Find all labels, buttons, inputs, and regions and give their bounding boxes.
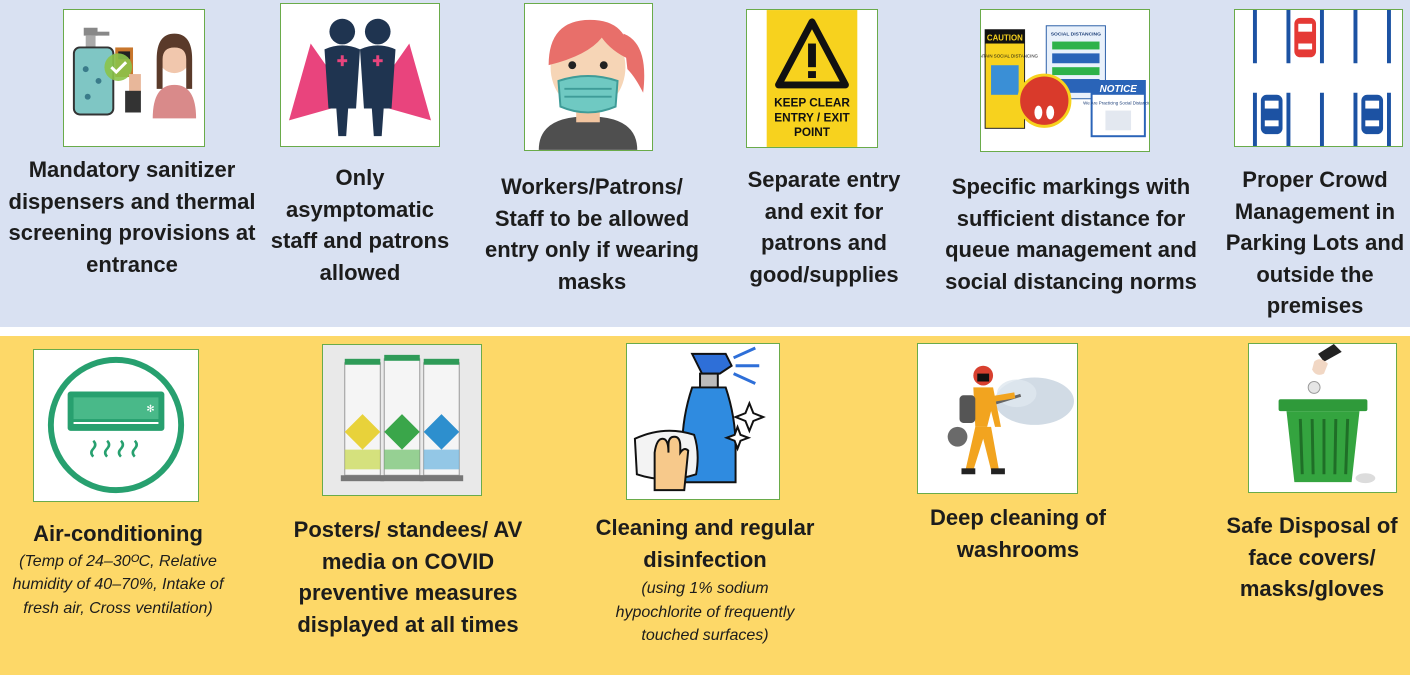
air-conditioner-icon: ✻: [33, 349, 199, 502]
caption-cleaning-note: (using 1% sodium hypochlorite of frequen…: [615, 580, 795, 644]
caption-crowd: Proper Crowd Management in Parking Lots …: [1225, 167, 1405, 318]
sign-social-title: SOCIAL DISTANCING: [1051, 32, 1101, 38]
caption-entry-exit: Separate entry and exit for patrons and …: [747, 167, 901, 287]
caption-cleaning-title: Cleaning and regular disinfection: [595, 515, 815, 572]
distancing-signs-icon: CAUTION MAINTAIN SOCIAL DISTANCING SOCIA…: [980, 9, 1150, 152]
caption-posters: Posters/ standees/ AV media on COVID pre…: [293, 517, 523, 637]
sanitizer-thermometer-icon: [63, 9, 205, 147]
sign-caution: CAUTION: [987, 34, 1023, 43]
caption-masks: Workers/Patrons/ Staff to be allowed ent…: [485, 174, 699, 294]
caption-cleaning: Cleaning and regular disinfection (using…: [584, 512, 826, 648]
caption-air-conditioning: Air-conditioning (Temp of 24–30ᴼC, Relat…: [0, 518, 236, 620]
svg-text:✻: ✻: [146, 404, 154, 415]
masked-person-icon: [524, 3, 653, 151]
sign-notice: NOTICE: [1100, 84, 1138, 95]
sign-text-1: KEEP CLEAR: [774, 96, 850, 110]
spray-cleaning-icon: [626, 343, 780, 500]
caption-air-conditioning-note: (Temp of 24–30ᴼC, Relative humidity of 4…: [12, 552, 224, 617]
healthcare-heroes-icon: [280, 3, 440, 147]
caption-sanitizer: Mandatory sanitizer dispensers and therm…: [8, 157, 256, 277]
standees-icon: [322, 344, 482, 496]
sign-text-2: ENTRY / EXIT: [774, 110, 850, 124]
caption-washrooms: Deep cleaning of washrooms: [929, 505, 1107, 562]
caption-markings: Specific markings with sufficient distan…: [945, 174, 1197, 294]
sign-text-3: POINT: [794, 125, 831, 139]
sign-maintain: MAINTAIN SOCIAL DISTANCING: [981, 53, 1039, 58]
disinfection-worker-icon: [917, 343, 1078, 494]
parking-lot-icon: [1234, 9, 1403, 147]
caption-air-conditioning-title: Air-conditioning: [33, 521, 203, 546]
caption-disposal: Safe Disposal of face covers/ masks/glov…: [1226, 513, 1398, 601]
top-band: [0, 0, 1410, 327]
caption-asymptomatic: Only asymptomatic staff and patrons allo…: [270, 165, 450, 285]
trash-bin-icon: [1248, 343, 1397, 493]
warning-sign-icon: KEEP CLEAR ENTRY / EXIT POINT: [746, 9, 878, 148]
sign-practicing: We Are Practicing Social Distancing: [1083, 101, 1149, 106]
